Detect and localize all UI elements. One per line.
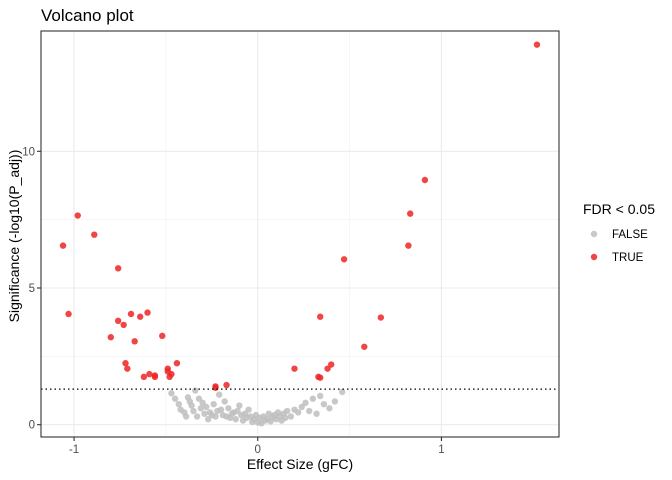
data-point-false	[232, 416, 239, 423]
data-point-false	[195, 395, 203, 402]
data-point-true	[168, 370, 175, 378]
legend-title: FDR < 0.05	[583, 201, 655, 217]
y-tick-label: 10	[22, 146, 35, 158]
data-point-true	[223, 381, 230, 389]
data-point-true	[136, 313, 144, 320]
data-point-false	[182, 413, 190, 420]
data-point-false	[282, 414, 289, 422]
data-point-true	[317, 313, 324, 320]
data-point-true	[146, 370, 153, 378]
data-point-true	[317, 374, 324, 381]
data-point-false	[201, 410, 208, 417]
data-point-true	[407, 210, 414, 217]
data-point-false	[197, 405, 205, 412]
data-point-false	[283, 407, 291, 415]
legend-key-true	[590, 253, 598, 261]
data-points	[59, 41, 541, 427]
data-point-false	[236, 402, 243, 409]
data-point-true	[405, 242, 412, 249]
chart-title: Volcano plot	[41, 6, 134, 25]
x-tick-label: -1	[69, 444, 79, 456]
legend: FDR < 0.05 FALSE TRUE	[583, 201, 655, 264]
data-point-false	[168, 390, 175, 397]
data-point-true	[65, 310, 72, 318]
data-point-true	[361, 343, 368, 350]
y-tick-label: 0	[29, 420, 35, 432]
data-point-false	[188, 402, 195, 409]
data-point-true	[127, 310, 135, 318]
data-point-true	[533, 41, 541, 48]
data-point-true	[120, 321, 127, 329]
data-point-false	[326, 405, 333, 412]
data-point-false	[217, 406, 225, 413]
data-point-false	[320, 400, 328, 408]
data-point-false	[305, 407, 313, 415]
data-point-true	[114, 265, 122, 272]
data-point-true	[324, 365, 331, 372]
data-point-true	[328, 361, 335, 368]
data-point-false	[221, 398, 228, 405]
data-point-false	[245, 406, 252, 413]
x-tick-label: 0	[255, 444, 261, 456]
plot-panel	[41, 31, 559, 437]
data-point-false	[331, 398, 339, 405]
data-point-true	[131, 338, 138, 345]
panel-border	[40, 30, 560, 438]
data-point-true	[173, 359, 181, 367]
data-point-true	[91, 231, 98, 238]
data-point-true	[340, 256, 348, 263]
data-point-false	[190, 407, 197, 415]
data-point-false	[302, 399, 309, 407]
legend-label-true: TRUE	[612, 252, 644, 264]
data-point-false	[203, 403, 210, 411]
data-point-false	[210, 400, 217, 408]
data-point-false	[192, 387, 199, 394]
data-point-true	[212, 384, 219, 391]
data-point-true	[140, 373, 148, 381]
x-axis-title: Effect Size (gFC)	[247, 456, 353, 472]
data-point-true	[59, 242, 67, 249]
legend-key-false	[590, 230, 598, 238]
data-point-false	[204, 416, 212, 423]
data-point-false	[199, 399, 206, 407]
x-tick-label: 1	[438, 444, 444, 456]
data-point-false	[317, 392, 324, 400]
data-point-true	[107, 334, 115, 341]
data-point-true	[159, 332, 166, 340]
data-point-true	[421, 176, 429, 184]
data-point-true	[144, 309, 151, 316]
y-tick-label: 5	[29, 283, 35, 295]
data-point-false	[171, 395, 179, 402]
data-point-false	[234, 407, 241, 415]
legend-label-false: FALSE	[612, 229, 648, 241]
data-point-true	[124, 365, 131, 372]
data-point-false	[215, 391, 223, 398]
data-point-false	[309, 395, 317, 402]
data-point-true	[377, 314, 385, 321]
data-point-false	[193, 413, 201, 420]
data-point-true	[74, 212, 81, 219]
data-point-false	[225, 405, 232, 412]
data-point-false	[313, 410, 320, 417]
data-point-true	[291, 365, 298, 372]
data-point-false	[339, 388, 346, 396]
data-point-true	[122, 359, 129, 367]
data-point-false	[212, 413, 219, 420]
data-point-false	[294, 409, 302, 416]
data-point-false	[287, 413, 295, 420]
data-point-true	[114, 317, 122, 325]
data-point-true	[151, 373, 159, 381]
y-axis-title: Significance (-log10(P_adj))	[6, 150, 22, 323]
data-point-false	[175, 400, 182, 408]
data-point-false	[298, 403, 306, 411]
